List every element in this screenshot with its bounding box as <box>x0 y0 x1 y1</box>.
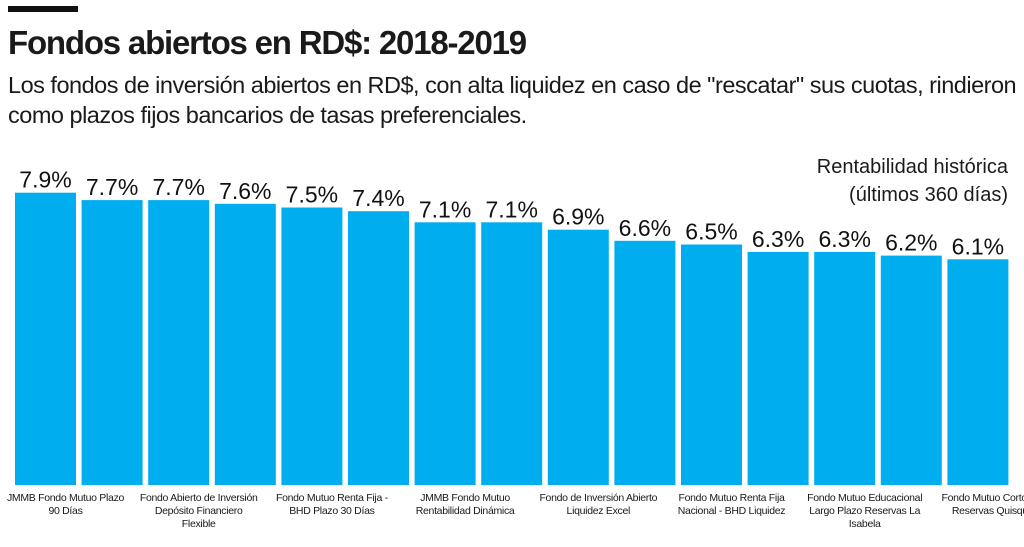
bar <box>681 244 742 485</box>
top-accent-bar <box>8 6 78 12</box>
category-label: JMMB Fondo Mutuo Plazo 90 Días <box>6 492 125 517</box>
category-label: Fondo Mutuo Corto Plazo Reservas Quisque… <box>941 492 1024 517</box>
bar <box>614 240 676 485</box>
chart-subtitle: Los fondos de inversión abiertos en RD$,… <box>8 72 1017 128</box>
data-label: 7.7% <box>152 174 204 200</box>
bar <box>214 203 276 486</box>
data-label: 6.3% <box>818 226 870 252</box>
category-label: JMMB Fondo Mutuo Rentabilidad Dinámica <box>415 492 515 517</box>
data-label: 7.7% <box>86 174 138 200</box>
bar <box>81 200 143 485</box>
data-label: 7.4% <box>352 185 404 211</box>
category-label: Fondo Mutuo Educacional Largo Plazo Rese… <box>807 492 923 530</box>
bar <box>15 192 76 485</box>
bar <box>747 251 809 485</box>
data-label: 6.3% <box>752 226 804 252</box>
bar <box>481 222 543 486</box>
bar <box>414 222 476 486</box>
category-label: Fondo Mutuo Renta Fija - BHD Plazo 30 Dí… <box>275 492 388 517</box>
data-label: 7.5% <box>286 182 338 208</box>
legend: Rentabilidad histórica (últimos 360 días… <box>817 153 1008 209</box>
legend-line-2: (últimos 360 días) <box>849 184 1008 206</box>
data-label: 6.9% <box>552 204 604 230</box>
data-label: 7.1% <box>485 196 537 222</box>
data-label: 6.5% <box>685 219 737 245</box>
bar <box>348 211 409 485</box>
data-label: 7.1% <box>419 196 471 222</box>
data-label: 7.6% <box>219 178 271 204</box>
bar <box>814 251 876 485</box>
bar <box>281 207 343 485</box>
bar <box>547 229 609 485</box>
legend-line-1: Rentabilidad histórica <box>816 156 1008 178</box>
data-label: 7.9% <box>19 167 71 193</box>
bar <box>880 255 942 485</box>
bar <box>148 200 210 485</box>
data-label: 6.6% <box>619 215 671 241</box>
category-label: Fondo Mutuo Renta Fija Nacional - BHD Li… <box>677 492 786 517</box>
chart-title: Fondos abiertos en RD$: 2018-2019 <box>8 24 527 61</box>
data-label: 6.1% <box>952 233 1004 259</box>
bar <box>947 259 1009 485</box>
category-label: Fondo de Inversión Abierto Liquidez Exce… <box>539 492 658 517</box>
data-label: 6.2% <box>885 230 937 256</box>
category-label: Fondo Abierto de Inversión Depósito Fina… <box>139 492 258 530</box>
